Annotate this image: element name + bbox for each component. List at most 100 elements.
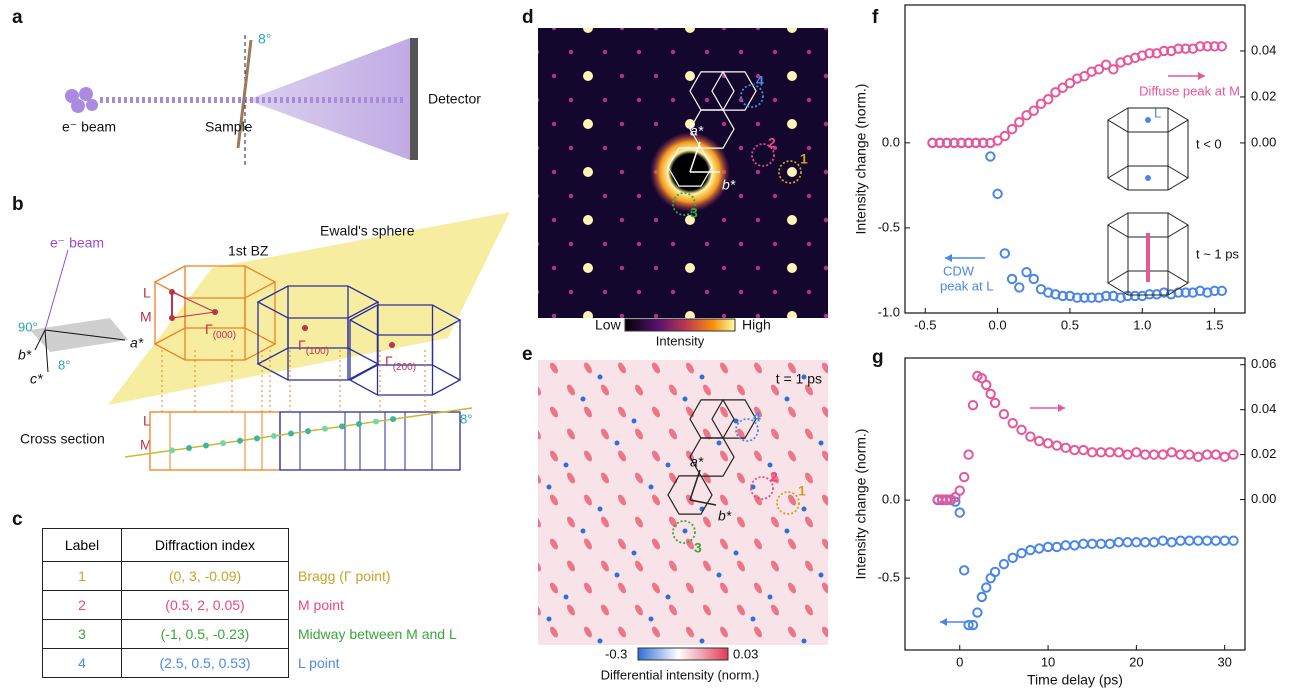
- difference-spot: [497, 515, 508, 528]
- panel-letter: f: [872, 7, 879, 28]
- diffraction-spot: [552, 122, 556, 126]
- diffraction-spot: [739, 50, 743, 54]
- row-description: Midway between M and L: [298, 626, 457, 642]
- diffraction-spot: [858, 26, 862, 30]
- difference-spot: [565, 647, 576, 660]
- diffraction-spot: [705, 50, 709, 54]
- point-label: M: [140, 309, 152, 325]
- y2-tick-label: 0.04: [1251, 401, 1276, 416]
- cross-section-label: Cross section: [20, 431, 105, 447]
- difference-spot: [871, 647, 882, 660]
- axis-arrowhead: [1058, 404, 1065, 412]
- diffraction-spot: [722, 266, 726, 270]
- difference-spot: [683, 397, 688, 402]
- difference-spot: [480, 581, 491, 594]
- sample-plane: [30, 318, 128, 352]
- diffraction-spot: [583, 311, 593, 321]
- difference-spot: [854, 581, 865, 594]
- data-point: [1000, 560, 1008, 568]
- diffraction-spot: [787, 263, 797, 273]
- diffraction-spot: [807, 290, 811, 294]
- table-row: 4(2.5, 0.5, 0.53): [43, 649, 289, 678]
- diffraction-spot: [739, 242, 743, 246]
- diffraction-spot: [583, 23, 593, 33]
- marker-label: 1: [800, 151, 808, 167]
- difference-spot: [497, 339, 508, 352]
- data-point: [960, 566, 968, 574]
- difference-spot: [530, 551, 535, 556]
- y-axis-title: Intensity change (norm.): [853, 84, 869, 235]
- data-point: [1026, 432, 1034, 440]
- panel-letter: e: [522, 344, 533, 365]
- index-table: Label Diffraction index 1(0, 3, -0.09) 2…: [42, 528, 289, 678]
- data-point: [991, 568, 999, 576]
- difference-spot: [837, 471, 848, 484]
- y-tick-label: -0.5: [878, 219, 900, 234]
- diffraction-spot: [875, 290, 879, 294]
- colorbar-title: Differential intensity (norm.): [601, 667, 760, 682]
- panel-letter: b: [12, 194, 24, 215]
- panel-b: e⁻ beam 90° a* b* c* 8° 1st BZ Ewald's s…: [18, 212, 510, 470]
- difference-spot: [853, 617, 858, 622]
- difference-spot: [905, 339, 916, 352]
- diffraction-spot: [773, 242, 777, 246]
- axis-arrowhead: [945, 254, 952, 262]
- diffraction-spot: [620, 266, 624, 270]
- difference-spot: [514, 537, 525, 550]
- diffraction-spot: [535, 146, 539, 150]
- difference-spot: [581, 397, 586, 402]
- difference-spot: [598, 639, 603, 644]
- detector: [410, 38, 418, 160]
- data-point: [1001, 132, 1009, 140]
- data-point: [1035, 437, 1043, 445]
- marker-label: 2: [768, 135, 776, 151]
- difference-spot: [769, 339, 780, 352]
- ewald-plane: [108, 212, 510, 405]
- data-point: [1017, 549, 1025, 557]
- data-point: [1115, 538, 1123, 546]
- data-point: [1203, 536, 1211, 544]
- diffraction-spot: [841, 50, 845, 54]
- difference-spot: [870, 463, 875, 468]
- y2-tick-label: 0.06: [1251, 356, 1276, 371]
- marker-label: 1: [798, 483, 806, 499]
- diffraction-spot: [889, 71, 899, 81]
- diffraction-spot: [722, 314, 726, 318]
- data-point: [1079, 540, 1087, 548]
- data-point: [1123, 450, 1131, 458]
- diffraction-spot: [603, 50, 607, 54]
- difference-spot: [496, 639, 501, 644]
- data-point: [1053, 441, 1061, 449]
- bz-label: 1st BZ: [228, 243, 269, 259]
- data-point: [1030, 275, 1038, 283]
- diffraction-spot: [685, 71, 695, 81]
- diffraction-spot: [637, 194, 641, 198]
- diffraction-spot: [569, 194, 573, 198]
- difference-spot: [496, 375, 501, 380]
- difference-spot: [837, 427, 848, 440]
- diffraction-spot: [637, 50, 641, 54]
- difference-spot: [837, 647, 848, 660]
- data-point: [1030, 107, 1038, 115]
- difference-spot: [819, 441, 824, 446]
- index-cell: (2.5, 0.5, 0.53): [122, 649, 289, 678]
- data-point: [1070, 446, 1078, 454]
- difference-spot: [819, 573, 824, 578]
- difference-spot: [480, 405, 491, 418]
- diffraction-spot: [603, 242, 607, 246]
- annotation: peak at L: [940, 278, 994, 293]
- difference-spot: [547, 353, 552, 358]
- diffraction-spot: [841, 194, 845, 198]
- difference-spot: [803, 647, 814, 660]
- diffraction-spot: [773, 50, 777, 54]
- data-point: [1088, 540, 1096, 548]
- diffraction-spot: [535, 290, 539, 294]
- difference-spot: [887, 397, 892, 402]
- data-point: [1017, 426, 1025, 434]
- diffraction-spot: [824, 122, 828, 126]
- difference-spot: [513, 441, 518, 446]
- difference-spot: [837, 383, 848, 396]
- diffraction-spot: [583, 263, 593, 273]
- x-tick-label: 0.0: [989, 317, 1007, 332]
- data-point: [1009, 419, 1017, 427]
